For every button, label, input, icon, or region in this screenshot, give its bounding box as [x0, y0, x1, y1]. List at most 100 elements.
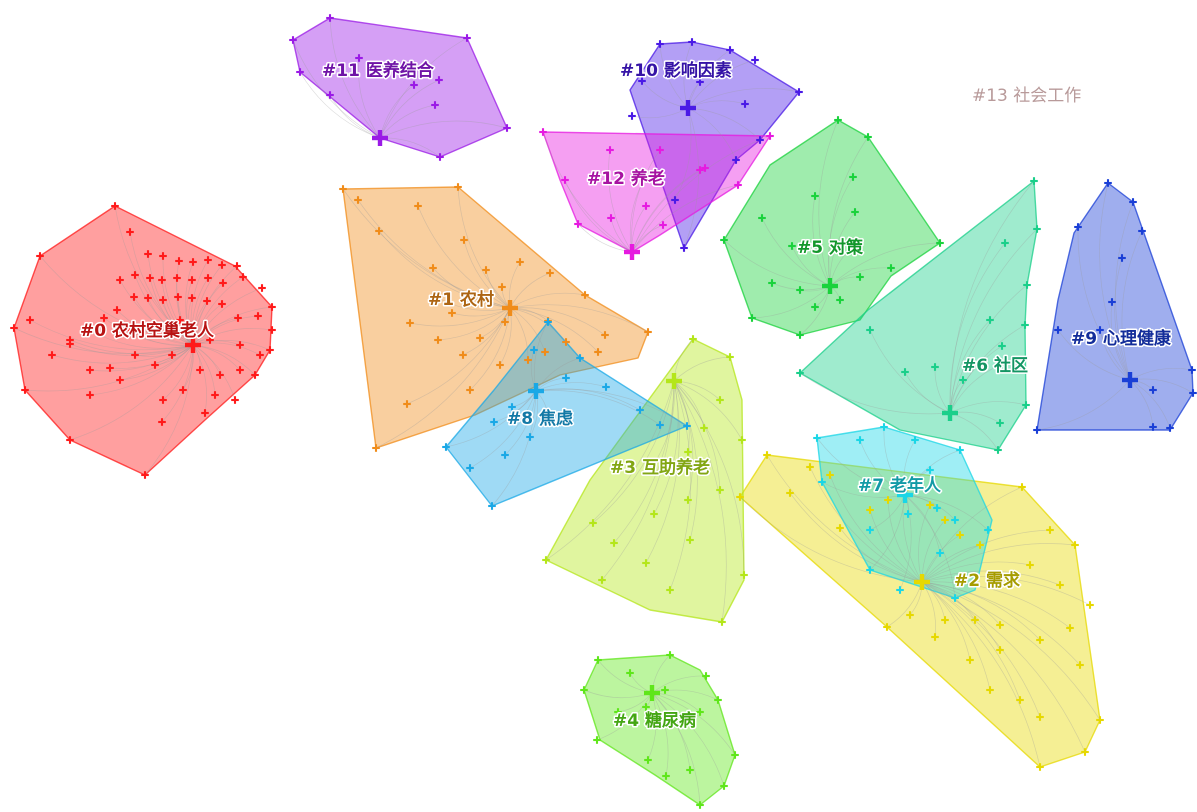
cluster-0-node-28 — [130, 293, 138, 301]
cluster-0-link-30 — [103, 317, 194, 346]
cluster-11-node-5 — [463, 34, 471, 42]
cluster-1-link-3 — [457, 186, 511, 309]
cluster-9-link-3 — [1121, 230, 1143, 381]
cluster-0-node-27 — [144, 294, 152, 302]
cluster-3-node-16 — [718, 618, 726, 626]
cluster-11-node-0 — [326, 14, 334, 22]
cluster-0-node-12 — [158, 276, 166, 284]
cluster-7-link-14 — [899, 494, 912, 591]
cluster-0-node-56 — [141, 471, 149, 479]
cluster-0-link-34 — [39, 255, 194, 346]
cluster-2-link-12 — [921, 544, 981, 583]
cluster-3-node-5 — [700, 424, 708, 432]
cluster-6-link-15 — [869, 329, 951, 414]
cluster-5-link-1 — [828, 136, 869, 287]
cluster-1-node-6 — [429, 264, 437, 272]
cluster-5-link-14 — [723, 239, 831, 287]
cluster-12-node-2 — [734, 181, 742, 189]
cluster-1-node-4 — [460, 236, 468, 244]
cluster-0-node-4 — [175, 257, 183, 265]
cluster-3-node-1 — [726, 353, 734, 361]
cluster-2-node-9 — [926, 501, 934, 509]
cluster-0-node-35 — [26, 316, 34, 324]
cluster-11-node-1 — [289, 36, 297, 44]
cluster-10-node-7 — [628, 112, 636, 120]
cluster-label-11: #11 医养结合 — [322, 60, 435, 81]
cluster-5-link-3 — [829, 211, 856, 287]
cluster-0-node-7 — [218, 261, 226, 269]
cluster-0-link-11 — [149, 277, 194, 346]
cluster-8-node-13 — [488, 502, 496, 510]
cluster-4-node-1 — [626, 669, 634, 677]
cluster-0-node-20 — [254, 312, 262, 320]
cluster-label-3: #3 互助养老 — [610, 457, 710, 478]
cluster-0-link-35 — [29, 319, 194, 351]
cluster-8-node-1 — [530, 346, 538, 354]
cluster-6-node-12 — [994, 446, 1002, 454]
cluster-1-node-11 — [434, 294, 442, 302]
cluster-1-link-6 — [432, 267, 511, 309]
cluster-1-node-27 — [466, 386, 474, 394]
cluster-11-link-0 — [329, 17, 381, 139]
cluster-10-node-9 — [696, 78, 704, 86]
cluster-9-node-3 — [1138, 227, 1146, 235]
cluster-2-link-17 — [921, 570, 1061, 586]
cluster-10-link-0 — [659, 43, 689, 109]
cluster-6-link-6 — [949, 324, 1026, 414]
cluster-1-node-22 — [541, 348, 549, 356]
cluster-0-link-60 — [24, 344, 194, 392]
cluster-2-node-0 — [763, 451, 771, 459]
cluster-4-node-12 — [686, 766, 694, 774]
cluster-2-node-12 — [976, 541, 984, 549]
cluster-1-link-4 — [463, 239, 511, 309]
cluster-0-link-0 — [114, 205, 194, 346]
cluster-0-node-5 — [189, 258, 197, 266]
cluster-8-node-15 — [656, 421, 664, 429]
cluster-9-node-10 — [1166, 424, 1174, 432]
cluster-1-link-13 — [409, 307, 511, 327]
cluster-3-link-5 — [673, 380, 705, 429]
cluster-9-node-11 — [1149, 423, 1157, 431]
cluster-9-node-14 — [1096, 326, 1104, 334]
cluster-2-node-14 — [1071, 541, 1079, 549]
cluster-0-node-53 — [179, 386, 187, 394]
cluster-9-link-4 — [1114, 257, 1131, 381]
cluster-2-hub-node — [914, 574, 930, 590]
cluster-0-link-9 — [119, 279, 194, 346]
cluster-5-node-18 — [836, 296, 844, 304]
cluster-11-link-3 — [358, 57, 381, 139]
cluster-0-link-1 — [129, 231, 194, 346]
cluster-10-link-3 — [687, 59, 756, 109]
cluster-1-link-27 — [469, 307, 511, 391]
cluster-9-link-2 — [1077, 226, 1131, 381]
cluster-1-link-20 — [509, 307, 606, 336]
cluster-10-link-12 — [683, 107, 700, 249]
cluster-7-node-15 — [866, 566, 874, 574]
cluster-5-node-9 — [887, 264, 895, 272]
cluster-0-link-55 — [161, 344, 194, 423]
cluster-0-node-59 — [66, 436, 74, 444]
cluster-8-node-2 — [562, 374, 570, 382]
cluster-7-node-5 — [926, 466, 934, 474]
cluster-10-node-5 — [741, 100, 749, 108]
cluster-9-node-2 — [1074, 223, 1082, 231]
cluster-0-node-6 — [204, 256, 212, 264]
cluster-1-node-8 — [516, 258, 524, 266]
cluster-0-link-26 — [162, 299, 194, 346]
cluster-0-hub-node — [185, 337, 201, 353]
cluster-4-node-0 — [594, 656, 602, 664]
cluster-0-node-9 — [116, 276, 124, 284]
cluster-1-node-29 — [434, 336, 442, 344]
cluster-3-link-15 — [673, 380, 745, 576]
cluster-12-node-7 — [561, 176, 569, 184]
cluster-6-node-7 — [996, 361, 1004, 369]
cluster-1-node-25 — [403, 400, 411, 408]
cluster-2-node-28 — [1076, 661, 1084, 669]
cluster-1-link-26 — [375, 307, 511, 449]
cluster-6-link-5 — [949, 345, 1003, 414]
cluster-7-node-13 — [951, 594, 959, 602]
cluster-label-0: #0 农村空巢老人 — [80, 320, 215, 341]
cluster-0-node-1 — [126, 228, 134, 236]
cluster-0-node-13 — [173, 274, 181, 282]
cluster-0-node-37 — [66, 336, 74, 344]
